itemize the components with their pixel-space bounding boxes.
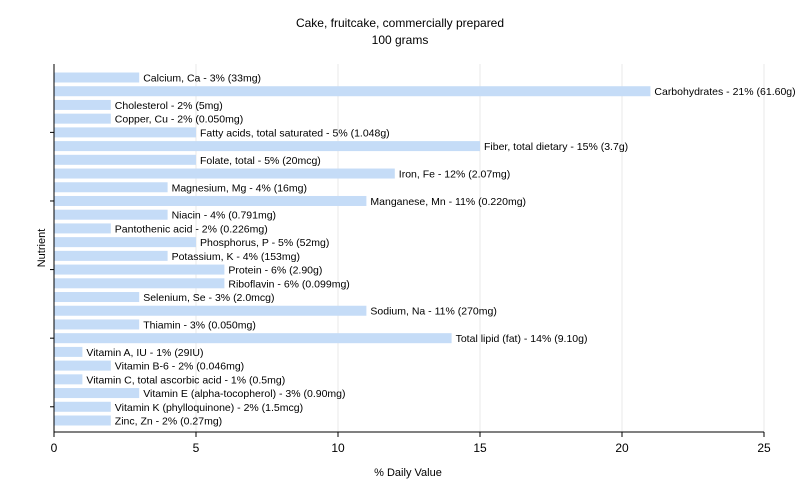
- x-tick-label: 10: [331, 441, 345, 455]
- bar-label: Riboflavin - 6% (0.099mg): [228, 278, 349, 290]
- bar-label: Copper, Cu - 2% (0.050mg): [115, 114, 243, 126]
- bar-label: Niacin - 4% (0.791mg): [172, 210, 276, 222]
- bar-label: Cholesterol - 2% (5mg): [115, 100, 223, 112]
- x-tick-label: 5: [193, 441, 200, 455]
- bar: [54, 72, 140, 83]
- bar: [54, 182, 168, 193]
- chart-title: Cake, fruitcake, commercially prepared: [296, 16, 504, 30]
- bar: [54, 360, 111, 371]
- bar-label: Pantothenic acid - 2% (0.226mg): [115, 223, 268, 235]
- bar: [54, 319, 140, 330]
- bar: [54, 346, 83, 357]
- bar-label: Calcium, Ca - 3% (33mg): [143, 73, 261, 85]
- bar: [54, 278, 225, 289]
- bar-label: Carbohydrates - 21% (61.60g): [654, 86, 795, 98]
- bar-label: Selenium, Se - 3% (2.0mcg): [143, 292, 274, 304]
- bar-label: Manganese, Mn - 11% (0.220mg): [370, 196, 526, 208]
- bar-label: Protein - 6% (2.90g): [228, 265, 322, 277]
- bar: [54, 209, 168, 220]
- bar-label: Magnesium, Mg - 4% (16mg): [172, 182, 307, 194]
- bar: [54, 401, 111, 412]
- bar: [54, 195, 367, 206]
- x-tick-label: 15: [473, 441, 487, 455]
- bars: Calcium, Ca - 3% (33mg) Carbohydrates - 2…: [54, 72, 796, 428]
- axes: [50, 64, 765, 437]
- x-tick-label: 0: [51, 441, 58, 455]
- bar-label: Iron, Fe - 12% (2.07mg): [399, 169, 510, 181]
- bar-label: Vitamin K (phylloquinone) - 2% (1.5mcg): [115, 402, 303, 414]
- bar: [54, 154, 196, 165]
- bar: [54, 292, 140, 303]
- bar: [54, 141, 480, 152]
- bar-label: Fatty acids, total saturated - 5% (1.048…: [200, 127, 390, 139]
- bar-label: Vitamin A, IU - 1% (29IU): [86, 347, 203, 359]
- x-axis-title: % Daily Value: [374, 467, 442, 479]
- bar-label: Phosphorus, P - 5% (52mg): [200, 237, 329, 249]
- bar: [54, 305, 367, 316]
- bar: [54, 333, 452, 344]
- bar: [54, 237, 196, 248]
- chart-subtitle: 100 grams: [372, 33, 429, 47]
- bar: [54, 127, 196, 138]
- bar-label: Sodium, Na - 11% (270mg): [370, 306, 496, 318]
- bar: [54, 99, 111, 110]
- x-tick-label: 25: [757, 441, 771, 455]
- x-tick-labels: 0 5 10 15 20 25: [51, 441, 771, 455]
- bar: [54, 388, 140, 399]
- bar-label: Thiamin - 3% (0.050mg): [143, 319, 256, 331]
- bar-label: Vitamin C, total ascorbic acid - 1% (0.5…: [86, 374, 285, 386]
- bar-label: Total lipid (fat) - 14% (9.10g): [456, 333, 588, 345]
- bar: [54, 415, 111, 426]
- bar-label: Zinc, Zn - 2% (0.27mg): [115, 416, 222, 428]
- bar-label: Folate, total - 5% (20mcg): [200, 155, 321, 167]
- bar: [54, 223, 111, 234]
- bar-label: Potassium, K - 4% (153mg): [172, 251, 300, 263]
- gridlines: [195, 64, 765, 432]
- bar-label: Vitamin E (alpha-tocopherol) - 3% (0.90m…: [143, 388, 345, 400]
- y-axis-title: Nutrient: [36, 229, 48, 268]
- bar: [54, 250, 168, 261]
- bar: [54, 113, 111, 124]
- bar: [54, 86, 651, 97]
- bar: [54, 168, 395, 179]
- bar: [54, 264, 225, 275]
- x-tick-label: 20: [615, 441, 629, 455]
- bar-label: Fiber, total dietary - 15% (3.7g): [484, 141, 628, 153]
- bar-label: Vitamin B-6 - 2% (0.046mg): [115, 361, 244, 373]
- bar: [54, 374, 83, 385]
